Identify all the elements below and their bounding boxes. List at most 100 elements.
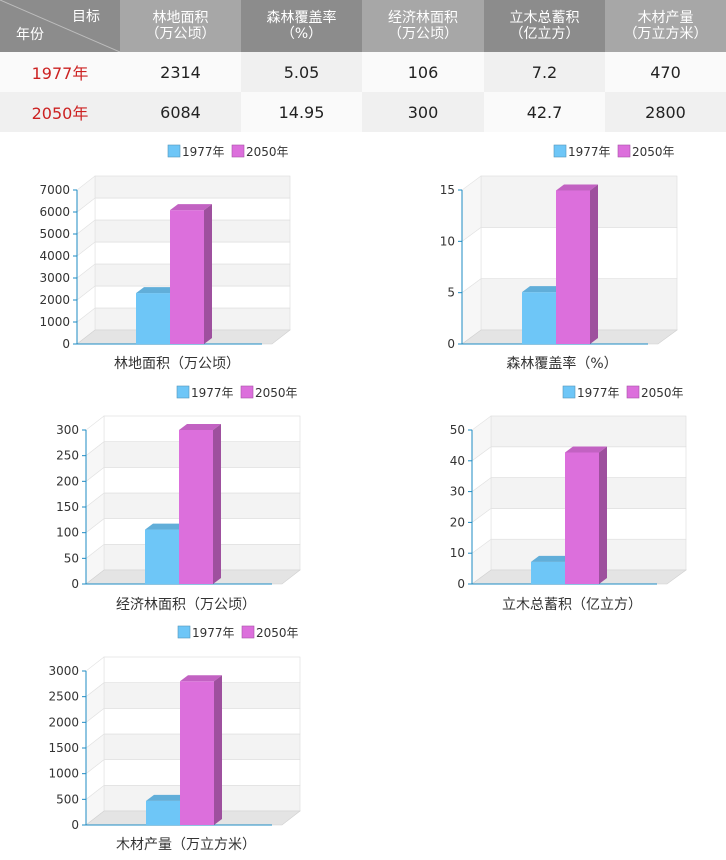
y-tick-label: 50 (450, 423, 465, 437)
x-category-label: 立木总蓄积（亿立方） (502, 597, 642, 613)
header-line2: （%） (280, 26, 323, 42)
legend-label: 1977年 (191, 386, 234, 400)
bar-top (146, 794, 188, 801)
y-tick-label: 250 (56, 449, 79, 463)
header-line1: 森林覆盖率 (266, 10, 337, 26)
y-tick-label: 200 (56, 474, 79, 488)
corner-diagonal (0, 0, 120, 52)
y-tick-label: 2500 (48, 690, 79, 704)
table-corner-cell: 目标 年份 (0, 0, 120, 52)
row-year: 2050年 (0, 92, 120, 132)
legend-label: 2050年 (256, 626, 299, 640)
bar-2050年 (179, 430, 213, 584)
bar-2050年 (180, 681, 214, 825)
bar-top (531, 555, 573, 562)
header-line1: 经济林面积 (388, 10, 458, 26)
y-tick-label: 3000 (48, 664, 79, 678)
bar-1977年 (136, 293, 170, 344)
legend-swatch (626, 385, 640, 399)
y-tick-label: 0 (457, 577, 465, 591)
table-cell: 14.95 (241, 92, 362, 132)
legend-swatch (231, 144, 245, 158)
y-tick-label: 1000 (39, 315, 70, 329)
bar-side (599, 446, 607, 584)
header-line2: （亿立方） (509, 26, 580, 42)
y-tick-label: 3000 (39, 271, 70, 285)
y-tick-label: 300 (56, 423, 79, 437)
header-line1: 林地面积 (152, 10, 209, 26)
bar-1977年 (522, 292, 556, 344)
y-tick-label: 150 (56, 500, 79, 514)
header-economic-forest: 经济林面积 （万公顷） (362, 0, 484, 52)
header-timber-output: 木材产量 （万立方米） (605, 0, 726, 52)
bar-top (180, 675, 222, 682)
chart-timber-stock: 0 10 20 30 40 50 1977年 2050年立木总蓄积（亿立方） (385, 382, 726, 622)
y-tick-label: 1000 (48, 767, 79, 781)
table-cell: 2800 (605, 92, 726, 132)
y-tick-label: 4000 (39, 249, 70, 263)
bar-top (565, 446, 607, 453)
corner-target-label: 目标 (72, 9, 100, 25)
chart-svg: 0 1000 2000 3000 4000 5000 6000 7000 1977年 2050年林… (39, 144, 291, 372)
bar-side (214, 675, 222, 825)
x-category-label: 木材产量（万立方米） (116, 837, 256, 853)
table-cell: 7.2 (484, 52, 605, 92)
table-cell: 300 (362, 92, 484, 132)
header-line1: 立木总蓄积 (509, 10, 580, 26)
bar-2050年 (556, 190, 590, 344)
y-tick-label: 20 (450, 515, 465, 529)
legend-label: 1977年 (182, 145, 225, 159)
header-line2: （万公顷） (145, 26, 216, 42)
header-line2: （万公顷） (388, 26, 458, 42)
legend-label: 1977年 (577, 386, 620, 400)
bar-top (522, 286, 564, 293)
table-cell: 5.05 (241, 52, 362, 92)
legend-swatch (176, 385, 190, 399)
table-cell: 470 (605, 52, 726, 92)
table-header-row: 目标 年份 林地面积 （万公顷） 森林覆盖率 （%） 经济林面积 （万公顷） 立木总蓄… (0, 0, 726, 52)
table-cell: 42.7 (484, 92, 605, 132)
bar-top (136, 287, 178, 294)
bar-1977年 (146, 800, 180, 825)
y-tick-label: 2000 (48, 715, 79, 729)
y-tick-label: 6000 (39, 205, 70, 219)
chart-timber-output: 0 500 1000 1500 2000 2500 3000 1977年 2050年 木材产量（万… (0, 622, 363, 856)
bar-top (179, 424, 221, 430)
legend-swatch (617, 144, 631, 158)
y-tick-label: 50 (64, 551, 79, 565)
x-category-label: 林地面积（万公顷） (114, 356, 240, 372)
y-tick-label: 15 (440, 183, 455, 197)
bar-top (556, 184, 598, 191)
header-timber-stock: 立木总蓄积 （亿立方） (484, 0, 605, 52)
table-row: 2050年 6084 14.95 300 42.7 2800 (0, 92, 726, 132)
table-cell: 6084 (120, 92, 241, 132)
y-tick-label: 7000 (39, 183, 70, 197)
y-tick-label: 0 (447, 337, 455, 351)
legend-label: 2050年 (641, 386, 684, 400)
plot-band (490, 415, 687, 448)
y-tick-label: 40 (450, 454, 465, 468)
y-tick-label: 30 (450, 485, 465, 499)
y-tick-label: 10 (450, 546, 465, 560)
y-tick-label: 10 (440, 234, 455, 248)
x-category-label: 森林覆盖率（%） (506, 355, 617, 372)
header-coverage: 森林覆盖率 （%） (241, 0, 362, 52)
table-cell: 106 (362, 52, 484, 92)
legend-label: 2050年 (246, 145, 289, 159)
data-table: 目标 年份 林地面积 （万公顷） 森林覆盖率 （%） 经济林面积 （万公顷） 立木总蓄… (0, 0, 726, 132)
chart-svg: 0 500 1000 1500 2000 2500 3000 1977年 2050年木材产量（万… (48, 625, 301, 853)
legend-swatch (241, 625, 255, 639)
legend-label: 2050年 (255, 386, 298, 400)
bar-1977年 (145, 529, 179, 584)
y-tick-label: 0 (71, 577, 79, 591)
legend-label: 2050年 (632, 145, 675, 159)
bar-2050年 (170, 210, 204, 344)
bar-1977年 (531, 561, 565, 584)
legend-swatch (553, 144, 567, 158)
bar-2050年 (565, 452, 599, 584)
legend-label: 1977年 (192, 626, 235, 640)
bar-side (204, 204, 212, 344)
